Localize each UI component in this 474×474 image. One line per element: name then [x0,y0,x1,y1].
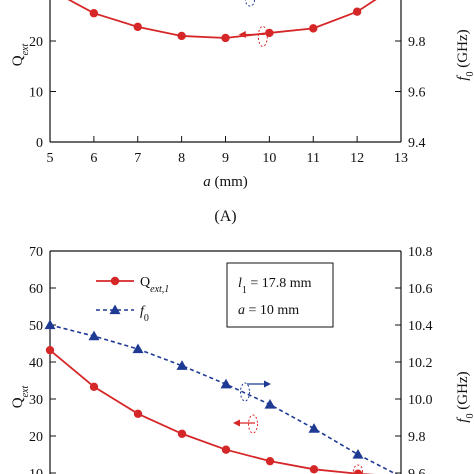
y-axis-title-right: f0 (GHz) [455,29,474,80]
y-tick-label-right: 9.4 [408,136,426,151]
y-tick-label-right: 9.6 [408,467,426,474]
chart-b: 10 20 30 40 50 60 70 9.6 9.8 10.0 10.2 10.4 10.6 10.8… [10,245,474,474]
q-ext-1-point [133,409,143,418]
f0-point [176,360,188,370]
f0-ellipse [240,382,250,402]
y-tick-label-right: 9.8 [408,430,426,445]
y-tick-label-right: 10.0 [408,393,433,408]
f0-line [49,324,398,474]
x-tick-label: 7 [134,151,141,166]
arrow-left-head [238,30,246,38]
q-ext-point [221,33,230,43]
q-ellipse [248,414,258,434]
y-tick-label-left: 20 [29,430,43,445]
legend-q-marker [110,276,120,286]
legend-f-marker [109,304,121,315]
y-tick-label-left: 10 [29,86,43,101]
q-ext-point [89,9,99,18]
x-tick-label: 6 [90,151,97,166]
y-axis-title-left: Qext [10,44,31,67]
x-tick-label: 12 [350,151,364,166]
f0-point [132,343,144,354]
f0-point [220,378,232,389]
y-axis-title-right: f0 (GHz) [455,371,474,422]
y-tick-label-left: 30 [29,393,43,408]
arrow-left-head [233,419,240,427]
y-tick-label-right: 9.6 [408,86,426,101]
bottom-ellipse [353,464,363,474]
x-tick-label: 8 [178,151,185,166]
arrow-right-head [264,380,271,388]
legend-q-label: Qext,1 [140,275,169,295]
q-ext-1-point [45,345,55,355]
x-tick-label: 9 [222,151,229,166]
y-tick-label-left: 10 [29,467,43,474]
y-tick-label-right: 10.4 [408,319,433,334]
f0-point [44,319,56,330]
x-tick-label: 5 [47,151,54,166]
panel-label-a: (A) [214,208,236,225]
x-axis-title: a (mm) [203,174,248,190]
q-ext-1-point [177,429,187,438]
q-ext-1-point [353,469,363,474]
f0-point [308,423,320,433]
annotation-line-2: a = 10 mm [238,303,299,318]
annotation-line-1: l1 = 17.8 mm [238,276,312,296]
y-tick-label-right: 10.2 [408,356,433,371]
y-axis-title-left: Qext [10,386,31,409]
y-tick-label-left: 0 [36,136,43,151]
y-tick-label-left: 50 [29,319,43,334]
series-marker-ellipse-top [245,0,255,7]
q-ext-point [309,24,318,33]
chart-a: 567891011121301020309.49.69.810.0Qextf0 … [10,0,474,225]
f0-point [88,330,100,341]
y-tick-label-left: 20 [29,35,43,50]
q-ext-point [133,22,142,32]
q-ext-line [67,0,377,39]
q-ext-point [177,31,186,41]
q-ext-1-point [309,465,319,474]
y-tick-label-left: 40 [29,356,43,371]
q-ext-1-line [49,349,375,474]
x-tick-label: 11 [307,151,320,166]
f0-point [352,449,364,459]
y-tick-label-right: 10.8 [408,245,433,260]
x-tick-label: 10 [262,151,276,166]
q-ext-1-point [89,382,99,391]
y-tick-label-right: 9.8 [408,35,426,50]
f0-point [264,399,276,409]
y-tick-label-left: 70 [29,245,43,260]
q-ext-1-point [265,456,275,466]
q-ext-1-point [221,445,231,454]
legend-f-label: f0 [140,304,149,324]
y-tick-label-left: 60 [29,282,43,297]
x-tick-label: 13 [394,151,408,166]
y-tick-label-right: 10.6 [408,282,433,297]
annotation-box [226,262,334,328]
q-ext-point [352,7,362,16]
series-marker-ellipse [257,25,268,47]
